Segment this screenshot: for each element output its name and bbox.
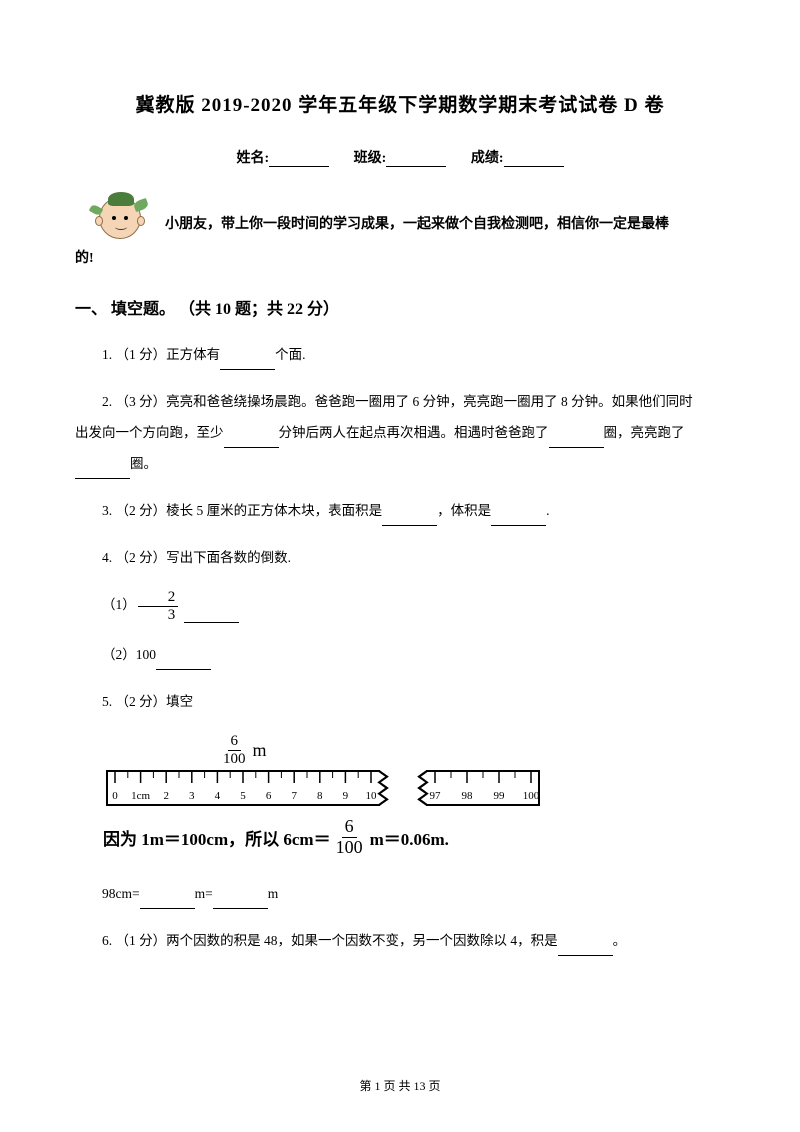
q2-c: 分钟后两人在起点再次相遇。相遇时爸爸跑了	[279, 425, 549, 440]
intro-line1: 小朋友，带上你一段时间的学习成果，一起来做个自我检测吧，相信你一定是最棒	[165, 212, 669, 239]
explain-a: 因为 1m＝100cm，所以 6cm＝	[103, 825, 331, 850]
q5-conversion: 98cm= m= m	[75, 878, 725, 909]
frac-den-3: 100	[333, 838, 366, 858]
svg-text:10: 10	[366, 790, 378, 802]
page-footer: 第 1 页 共 13 页	[0, 1077, 800, 1094]
q1-text2: 个面.	[275, 347, 305, 362]
q6-b: 。	[613, 933, 627, 948]
svg-text:98: 98	[462, 790, 474, 802]
info-line: 姓名: 班级: 成绩:	[75, 147, 725, 167]
q3-blank2[interactable]	[491, 512, 546, 526]
conv-blank2[interactable]	[213, 895, 268, 909]
svg-text:6: 6	[266, 790, 272, 802]
svg-text:5: 5	[240, 790, 246, 802]
footer-b: 页 共	[380, 1079, 413, 1093]
q6-blank[interactable]	[558, 942, 613, 956]
q4-s1-label: （1）	[102, 597, 136, 612]
ruler-fraction-label: 6100m	[218, 733, 725, 767]
intro-row: 小朋友，带上你一段时间的学习成果，一起来做个自我检测吧，相信你一定是最棒	[75, 197, 725, 239]
svg-text:1cm: 1cm	[131, 790, 150, 802]
name-blank[interactable]	[269, 151, 329, 167]
svg-text:7: 7	[291, 790, 297, 802]
q4-sub1: （1）23	[75, 589, 725, 623]
conv-blank1[interactable]	[140, 895, 195, 909]
q2-blank2[interactable]	[549, 434, 604, 448]
footer-total: 13	[414, 1079, 426, 1093]
question-1: 1. （1 分）正方体有 个面.	[75, 339, 725, 370]
q2-e: 圈。	[130, 456, 157, 471]
frac-num: 2	[138, 589, 179, 607]
q3-blank1[interactable]	[382, 512, 437, 526]
frac-den: 3	[138, 607, 179, 624]
frac-den-2: 100	[220, 751, 249, 768]
question-5: 5. （2 分）填空	[75, 686, 725, 717]
conv-a: 98cm=	[102, 886, 140, 901]
q2-blank3[interactable]	[75, 465, 130, 479]
q2-blank1[interactable]	[224, 434, 279, 448]
ruler-left: 0 1cm 2 3 4 5 6 7 8 9 10	[103, 769, 393, 807]
score-blank[interactable]	[504, 151, 564, 167]
q4-s1-blank[interactable]	[184, 609, 239, 623]
section-1-title: 一、 填空题。 （共 10 题；共 22 分）	[75, 295, 725, 319]
cartoon-icon	[75, 197, 165, 239]
q4-sub2: （2）100	[75, 639, 725, 670]
question-2: 2. （3 分）亮亮和爸爸绕操场晨跑。爸爸跑一圈用了 6 分钟，亮亮跑一圈用了 …	[75, 386, 725, 417]
name-label: 姓名:	[236, 151, 269, 166]
question-6: 6. （1 分）两个因数的积是 48，如果一个因数不变，另一个因数除以 4，积是…	[75, 925, 725, 956]
conv-c: m	[268, 886, 279, 901]
svg-text:99: 99	[494, 790, 506, 802]
svg-text:100: 100	[523, 790, 540, 802]
q2-a: 2. （3 分）亮亮和爸爸绕操场晨跑。爸爸跑一圈用了 6 分钟，亮亮跑一圈用了 …	[102, 394, 693, 409]
ruler-row: 0 1cm 2 3 4 5 6 7 8 9 10 97 98 99 100	[103, 769, 725, 807]
frac-num-3: 6	[342, 817, 357, 838]
frac-num-2: 6	[228, 733, 242, 751]
fraction-6-100: 6100	[220, 733, 249, 767]
ruler-explain: 因为 1m＝100cm，所以 6cm＝6100m＝0.06m.	[103, 817, 725, 858]
question-2-cont: 出发向一个方向跑，至少 分钟后两人在起点再次相遇。相遇时爸爸跑了 圈，亮亮跑了圈。	[75, 417, 725, 479]
intro-line2: 的!	[75, 247, 725, 267]
fraction-6-100-b: 6100	[333, 817, 366, 858]
fraction-2-3: 23	[138, 589, 179, 623]
svg-text:4: 4	[215, 790, 221, 802]
q1-blank[interactable]	[220, 356, 275, 370]
class-label: 班级:	[354, 151, 387, 166]
q3-a: 3. （2 分）棱长 5 厘米的正方体木块，表面积是	[102, 503, 382, 518]
conv-b: m=	[195, 886, 213, 901]
footer-a: 第	[359, 1079, 374, 1093]
footer-c: 页	[426, 1079, 441, 1093]
svg-text:8: 8	[317, 790, 323, 802]
q1-text: 1. （1 分）正方体有	[102, 347, 220, 362]
q6-a: 6. （1 分）两个因数的积是 48，如果一个因数不变，另一个因数除以 4，积是	[102, 933, 558, 948]
exam-title: 冀教版 2019-2020 学年五年级下学期数学期末考试试卷 D 卷	[75, 90, 725, 117]
svg-text:2: 2	[163, 790, 169, 802]
q2-d: 圈，亮亮跑了	[604, 425, 685, 440]
svg-text:9: 9	[343, 790, 349, 802]
class-blank[interactable]	[386, 151, 446, 167]
q3-c: .	[546, 503, 549, 518]
q3-b: ，体积是	[437, 503, 491, 518]
q4-s2-blank[interactable]	[156, 656, 211, 670]
score-label: 成绩:	[471, 151, 504, 166]
question-4: 4. （2 分）写出下面各数的倒数.	[75, 542, 725, 573]
ruler-section: 6100m 01cm2345678910 979899100 因为 1m＝100…	[103, 733, 725, 858]
ruler-unit: m	[253, 740, 267, 761]
svg-text:97: 97	[430, 790, 442, 802]
svg-text:3: 3	[189, 790, 195, 802]
svg-text:0: 0	[112, 790, 118, 802]
q2-b: 出发向一个方向跑，至少	[75, 425, 224, 440]
q4-s2-label: （2）100	[102, 647, 156, 662]
explain-b: m＝0.06m.	[370, 825, 449, 850]
ruler-right: 97 98 99 100	[413, 769, 543, 807]
question-3: 3. （2 分）棱长 5 厘米的正方体木块，表面积是 ，体积是.	[75, 495, 725, 526]
